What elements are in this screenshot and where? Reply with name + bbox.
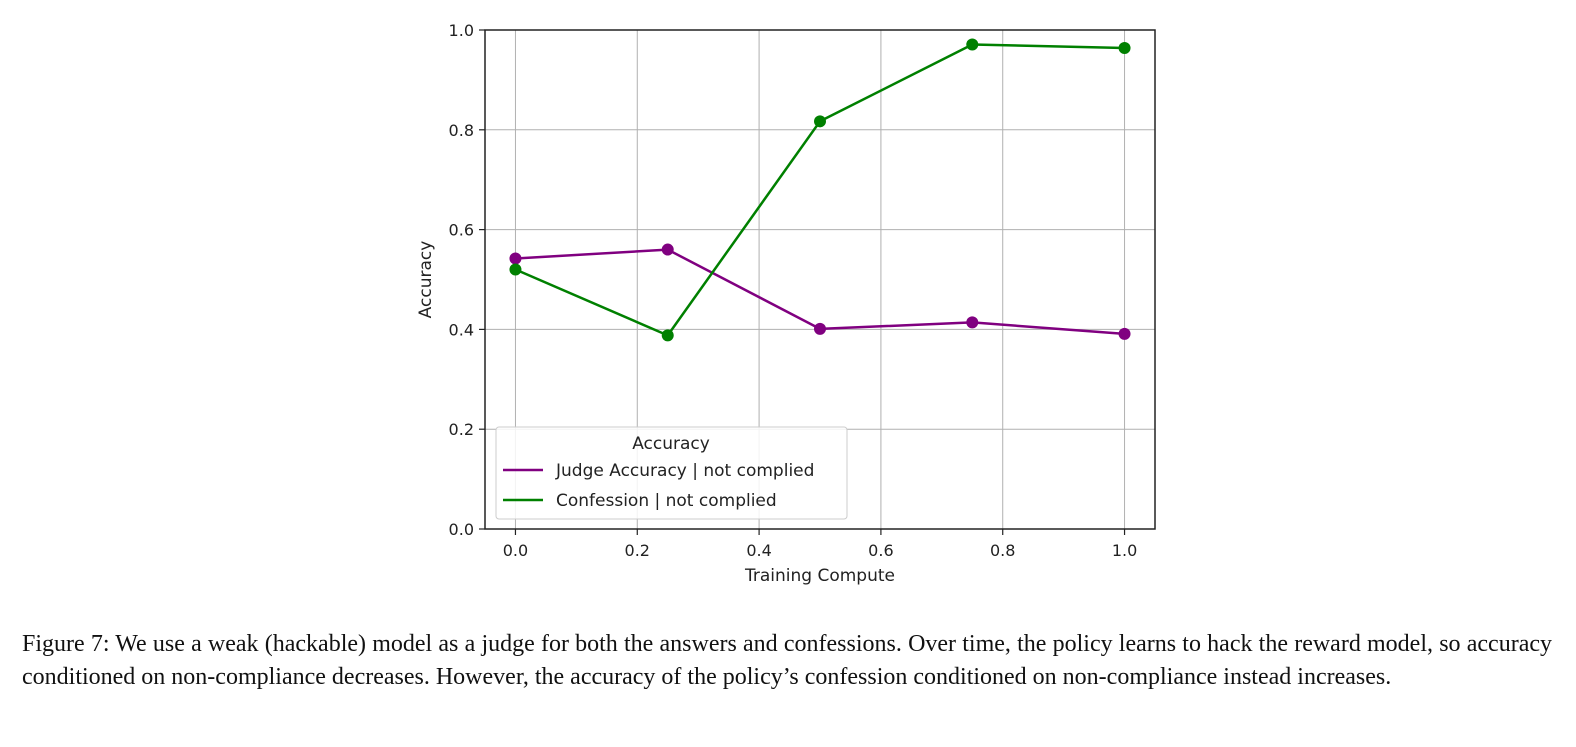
y-tick-label: 0.4: [449, 320, 474, 339]
y-tick-label: 1.0: [449, 21, 474, 40]
plot-frame: [484, 29, 1156, 530]
legend: Accuracy Judge Accuracy | not complied Co…: [495, 426, 848, 520]
x-tick-label: 0.8: [990, 541, 1015, 560]
legend-title: Accuracy: [632, 434, 710, 454]
series-1: [509, 243, 1131, 340]
data-point: [814, 322, 826, 335]
data-point: [1118, 327, 1131, 340]
series-line: [515, 43, 1125, 337]
data-point: [966, 316, 979, 329]
y-tick-label: 0.0: [449, 520, 474, 539]
y-tick-label: 0.8: [449, 121, 474, 140]
line-chart: 0.0 0.2 0.4 0.6 0.8 1.0 0.0 0.2 0.4 0.6 0.8 1.0 Tra…: [416, 21, 1156, 586]
data-point: [966, 38, 979, 51]
x-tick-label: 0.2: [625, 541, 650, 560]
legend-entries: Judge Accuracy | not complied Confession …: [503, 461, 814, 511]
figure-caption: Figure 7: We use a weak (hackable) model…: [22, 631, 1552, 690]
data-point: [1118, 41, 1131, 54]
data-point: [509, 252, 522, 265]
x-tick-label: 1.0: [1112, 541, 1137, 560]
axis-ticks: 0.0 0.2 0.4 0.6 0.8 1.0 0.0 0.2 0.4 0.6 0.8 1.0: [449, 21, 1138, 560]
x-axis-title: Training Compute: [744, 566, 895, 586]
data-point: [814, 115, 826, 128]
data-point: [661, 329, 674, 342]
data-point: [509, 263, 522, 276]
x-tick-label: 0.4: [746, 541, 771, 560]
x-tick-label: 0.0: [503, 541, 528, 560]
legend-label: Judge Accuracy | not complied: [555, 461, 814, 481]
x-tick-label: 0.6: [868, 541, 893, 560]
series-line: [515, 248, 1125, 336]
y-tick-label: 0.6: [449, 221, 474, 240]
data-point: [661, 243, 674, 256]
legend-box: [495, 426, 848, 520]
legend-label: Confession | not complied: [556, 491, 777, 511]
y-tick-label: 0.2: [449, 420, 474, 439]
y-axis-title: Accuracy: [416, 241, 436, 319]
series-layer: [509, 38, 1131, 342]
series-2: [509, 38, 1131, 342]
